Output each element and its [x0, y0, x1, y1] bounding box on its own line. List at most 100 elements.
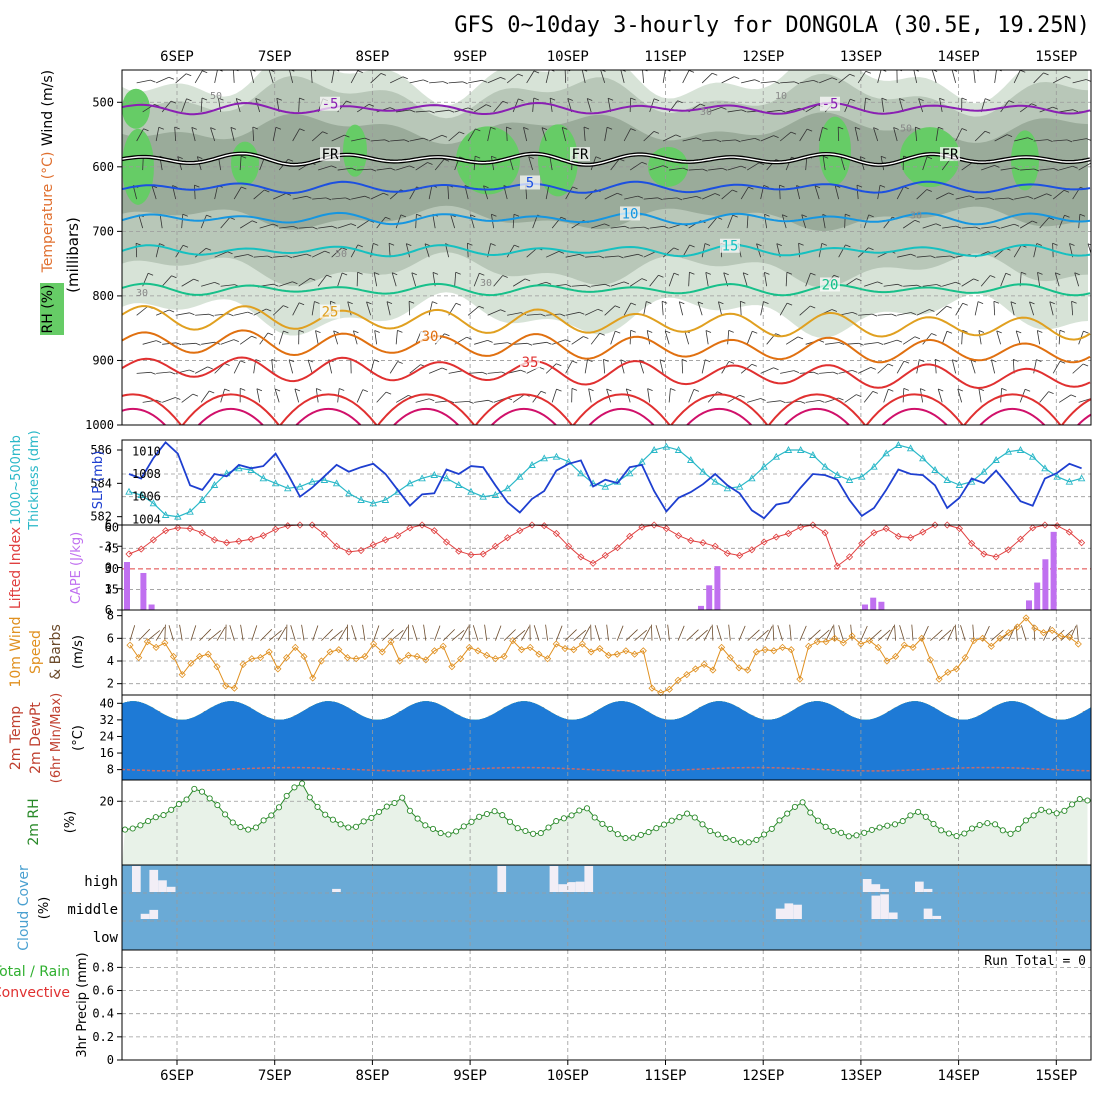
wind-barb	[805, 104, 819, 113]
wind-barb	[159, 214, 163, 229]
wind-barb	[915, 126, 921, 130]
wind-barb	[658, 274, 664, 278]
wind-barb	[688, 70, 695, 73]
rh-marker	[468, 818, 475, 825]
precip-axis-label: 3hr Precip (mm)	[75, 952, 90, 1057]
wind-speed-marker	[1013, 623, 1021, 631]
lifted-index-marker	[394, 532, 402, 540]
wind-barb	[704, 243, 711, 246]
thickness-marker	[955, 481, 964, 488]
wind-barb	[571, 336, 584, 345]
wind-barb-10m	[616, 625, 624, 641]
wind-barb	[434, 158, 445, 171]
wind-barb	[513, 213, 520, 217]
lifted-index-marker	[687, 537, 695, 545]
wind-barb	[942, 281, 956, 287]
rh-marker	[1030, 812, 1037, 819]
wind-barb	[206, 214, 212, 218]
wind-speed-marker	[639, 647, 647, 655]
wind-barb	[415, 214, 417, 229]
rh-marker	[614, 831, 621, 838]
wind-barb	[922, 223, 937, 229]
rh-marker	[645, 829, 652, 836]
wind-barb	[604, 127, 608, 142]
wind-barb	[191, 127, 197, 130]
lifted-index-marker	[186, 524, 194, 533]
wind-barb	[1092, 302, 1095, 316]
wind-barb	[620, 359, 626, 363]
wind-barb-10m	[930, 629, 943, 641]
wind-barb	[138, 214, 144, 229]
wind-speed-marker	[161, 639, 169, 647]
wind-barb	[646, 330, 651, 345]
lifted-index-marker	[223, 539, 231, 547]
wind-barb	[455, 302, 462, 306]
wind-speed-marker	[326, 648, 334, 656]
wind-barb	[918, 98, 924, 113]
wind-speed-marker	[770, 647, 778, 655]
wind-barb	[668, 272, 675, 287]
y-tick-label: 500	[92, 95, 114, 109]
rh-marker	[499, 812, 506, 819]
wind-barb	[230, 127, 237, 130]
rh-marker	[1038, 806, 1045, 813]
wind-barb	[974, 130, 986, 142]
wind-speed-marker	[213, 663, 221, 671]
wind-barb-10m	[164, 624, 166, 641]
wind-barb	[373, 359, 380, 363]
wind-barb	[833, 274, 840, 278]
thickness-marker	[186, 507, 194, 515]
wind-barb	[156, 340, 162, 343]
wind-barb	[545, 70, 550, 84]
wind-barb	[520, 369, 526, 373]
wind-barb	[850, 98, 856, 102]
wind-barb	[1074, 272, 1080, 287]
isotherm-label-bg	[570, 147, 590, 162]
thickness-marker	[821, 462, 829, 470]
wind-barb	[491, 213, 497, 217]
rh-marker	[137, 822, 144, 829]
wind-barb	[902, 336, 916, 345]
wind-barb	[235, 70, 239, 72]
wind-barb	[793, 370, 800, 373]
isotherm-label: -5	[822, 97, 839, 113]
y-tick-label: 40	[100, 696, 114, 710]
wind-speed-marker	[1005, 629, 1013, 637]
wind-speed-marker	[918, 634, 926, 642]
isotherm-label-bg	[820, 96, 840, 111]
y-tick-label: 584	[90, 476, 112, 490]
wind-barb	[734, 76, 740, 79]
wind-speed-marker	[317, 657, 325, 665]
wind-barb	[373, 272, 378, 287]
wind-barb	[423, 137, 429, 141]
wind-barb	[662, 70, 666, 83]
wind-barb	[662, 165, 669, 168]
wind-barb	[1096, 214, 1100, 216]
rh-marker	[907, 812, 914, 819]
wind-speed-marker	[239, 660, 247, 668]
wind-barb	[357, 271, 363, 275]
wind-barb	[567, 98, 573, 101]
wind-barb	[856, 184, 863, 188]
wind-speed-marker	[596, 644, 604, 653]
wind-speed-marker	[709, 666, 717, 674]
wind-barb	[929, 309, 935, 312]
y-tick-label: 32	[100, 713, 114, 727]
rh-contour-label: 30	[136, 288, 148, 299]
rh-unit-label: (%)	[63, 811, 78, 834]
wind-barb	[181, 393, 194, 403]
wind-barb	[701, 359, 706, 374]
wind-barb	[517, 73, 524, 77]
rh-contour-label: 50	[210, 91, 222, 102]
wind-barb	[506, 126, 508, 142]
wind-barb	[374, 330, 380, 333]
upper-air-panel: -5 -5FR FR FR510152025303550303010305050305…	[40, 69, 1100, 432]
wind-barb	[1013, 359, 1019, 362]
wind-barb	[259, 223, 274, 229]
thickness-marker	[308, 477, 316, 485]
wind-barb	[158, 126, 164, 130]
wind-barb	[1052, 106, 1058, 110]
wind-barb	[751, 363, 757, 367]
